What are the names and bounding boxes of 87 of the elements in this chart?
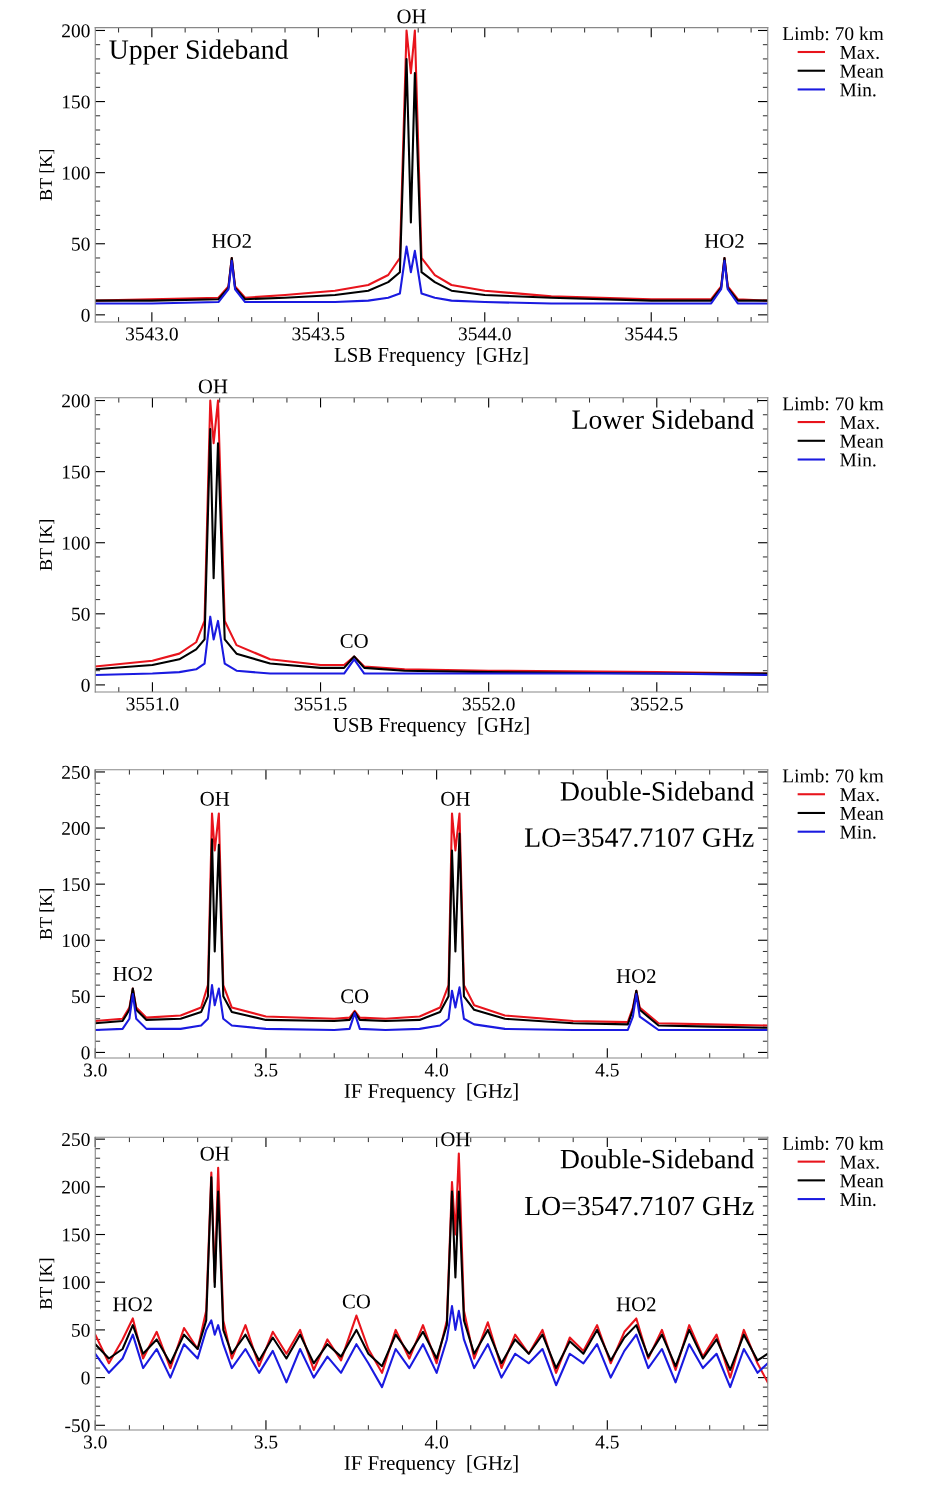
- x-tick-label: 3551.5: [294, 697, 347, 711]
- legend-title: Limb: 70 km: [782, 26, 884, 41]
- annotation: OH: [200, 1146, 230, 1161]
- y-tick-label: 50: [72, 1323, 90, 1337]
- x-axis-title: LSB Frequency [GHz]: [334, 347, 528, 367]
- y-axis-title: BT [K]: [39, 889, 55, 940]
- text: LO=3547.7107 GHz: [524, 828, 754, 848]
- line-series: [95, 1176, 768, 1372]
- annotation: HO2: [616, 969, 656, 984]
- x-tick-label: 4.0: [424, 1063, 449, 1077]
- y-tick-label: 200: [62, 24, 90, 38]
- x-tick-label: 3543.0: [126, 327, 178, 341]
- x-tick-label: 3551.0: [126, 697, 179, 711]
- y-tick-label: 150: [62, 465, 90, 479]
- annotation: OH: [200, 791, 230, 806]
- y-tick-label: 250: [62, 765, 90, 779]
- y-tick-label: 100: [62, 934, 90, 948]
- x-tick-label: 4.0: [424, 1435, 449, 1449]
- x-tick-label: 3.5: [254, 1063, 278, 1077]
- line-series: [95, 615, 768, 676]
- y-tick-label: 250: [62, 1132, 90, 1147]
- x-tick-label: 3552.0: [462, 697, 515, 711]
- y-tick-label: 50: [72, 990, 90, 1004]
- annotation: CO: [342, 1294, 371, 1309]
- legend-label: Mean: [840, 1174, 884, 1188]
- annotation: HO2: [212, 234, 251, 249]
- y-tick-label: 50: [72, 237, 90, 251]
- legend-label: Max.: [840, 1155, 879, 1169]
- x-axis-title: USB Frequency [GHz]: [333, 717, 529, 737]
- y-tick-label: -50: [65, 1419, 90, 1433]
- legend-label: Min.: [840, 453, 876, 467]
- x-tick-label: 3544.5: [625, 327, 678, 341]
- annotation: HO2: [113, 966, 152, 981]
- text: LO=3547.7107 GHz: [524, 1196, 754, 1216]
- y-tick-label: 150: [62, 1228, 90, 1242]
- y-axis-title: BT [K]: [39, 520, 55, 571]
- y-tick-label: 200: [62, 1180, 90, 1194]
- y-axis-title: BT [K]: [39, 1258, 55, 1310]
- y-tick-label: 50: [72, 607, 90, 621]
- annotation: CO: [341, 989, 369, 1004]
- chart-title: Lower Sideband: [572, 409, 754, 430]
- chart-title: Double-Sideband: [560, 781, 754, 801]
- y-axis-title: BT [K]: [39, 149, 55, 201]
- x-tick-label: 4.5: [595, 1435, 619, 1449]
- y-tick-label: 0: [81, 1371, 90, 1385]
- y-tick-label: 150: [62, 95, 90, 109]
- y-tick-label: 100: [62, 166, 90, 180]
- chart-title: Upper Sideband: [109, 39, 289, 65]
- annotation: HO2: [113, 1297, 152, 1312]
- legend-label: Max.: [840, 416, 879, 430]
- annotation: HO2: [616, 1297, 656, 1312]
- legend-label: Min.: [840, 825, 876, 839]
- legend-label: Mean: [840, 434, 884, 448]
- y-tick-label: 0: [81, 678, 90, 692]
- y-tick-label: 200: [62, 821, 90, 835]
- annotation: OH: [198, 379, 228, 394]
- annotation: OH: [441, 1132, 470, 1147]
- legend-label: Max.: [840, 46, 879, 60]
- legend-label: Min.: [840, 83, 876, 97]
- x-tick-label: 4.5: [595, 1063, 619, 1077]
- y-tick-label: 100: [62, 1276, 90, 1290]
- y-tick-label: 150: [62, 877, 90, 892]
- y-tick-label: 0: [81, 1046, 90, 1060]
- x-tick-label: 3543.5: [292, 327, 345, 341]
- legend-label: Max.: [840, 788, 879, 802]
- annotation: HO2: [704, 234, 744, 249]
- x-tick-label: 3.0: [84, 1063, 107, 1077]
- legend-title: Limb: 70 km: [782, 396, 884, 411]
- legend-label: Min.: [840, 1193, 876, 1207]
- x-tick-label: 3552.5: [630, 697, 683, 711]
- x-tick-label: 3.5: [254, 1435, 278, 1449]
- chart-title: Double-Sideband: [560, 1148, 754, 1169]
- annotation: OH: [441, 791, 470, 806]
- y-tick-label: 0: [81, 308, 90, 322]
- x-axis-title: IF Frequency [GHz]: [344, 1083, 518, 1103]
- legend-label: Mean: [840, 64, 884, 78]
- x-axis-title: IF Frequency [GHz]: [344, 1455, 518, 1475]
- annotation: OH: [397, 9, 426, 24]
- legend-title: Limb: 70 km: [782, 1136, 884, 1150]
- y-tick-label: 100: [62, 536, 90, 550]
- annotation: CO: [340, 633, 368, 648]
- y-tick-label: 200: [62, 394, 90, 408]
- legend-label: Mean: [840, 807, 884, 820]
- legend-title: Limb: 70 km: [782, 768, 884, 783]
- x-tick-label: 3.0: [84, 1435, 107, 1449]
- line-series: [95, 984, 768, 1032]
- x-tick-label: 3544.0: [458, 327, 511, 341]
